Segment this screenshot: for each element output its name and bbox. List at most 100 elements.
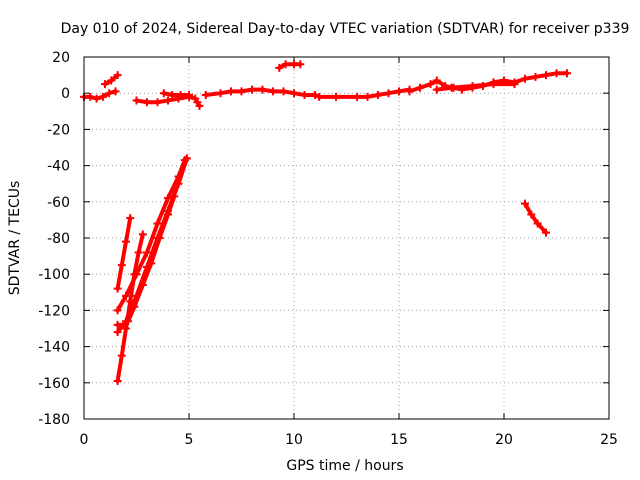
data-point (113, 328, 122, 337)
x-tick-label: 20 (495, 432, 513, 448)
data-point (468, 81, 477, 90)
data-point (143, 248, 151, 257)
data-point (143, 262, 151, 271)
data-point (195, 101, 204, 110)
data-point (227, 87, 235, 96)
y-tick-label: -140 (38, 340, 70, 356)
y-tick-label: -160 (38, 376, 70, 392)
data-point (447, 83, 456, 92)
data-point (405, 87, 414, 96)
x-tick-label: 25 (600, 432, 618, 448)
data-point (122, 291, 130, 300)
data-point (185, 91, 193, 100)
y-axis-ticks: -180 -160 -140 -120 -100 -80 -60 -40 -20 0 20 (38, 50, 609, 428)
data-point (258, 85, 267, 94)
data-point (113, 71, 122, 80)
data-point (132, 96, 141, 105)
data-point (126, 214, 135, 223)
data-series (80, 60, 571, 385)
data-point (237, 87, 246, 96)
series-arc-rise (101, 71, 122, 89)
y-axis-label: SDTVAR / TECUs (7, 181, 23, 296)
y-tick-label: -120 (38, 303, 70, 319)
data-point (275, 63, 284, 72)
series-trace (161, 91, 191, 98)
data-point (533, 219, 542, 228)
data-point (182, 154, 191, 163)
data-point (416, 83, 424, 92)
x-axis-label: GPS time / hours (286, 458, 403, 474)
data-point (105, 89, 114, 98)
data-point (269, 87, 277, 96)
x-axis-ticks: 0 5 10 15 20 25 (80, 57, 618, 448)
data-point (107, 76, 116, 85)
data-point (86, 92, 95, 101)
data-point (521, 199, 529, 208)
data-point (300, 91, 309, 100)
data-point (164, 206, 172, 215)
series-arc-dip (193, 98, 204, 110)
data-point (201, 91, 210, 100)
y-tick-label: -20 (47, 122, 70, 138)
data-point (552, 69, 561, 78)
data-point (122, 237, 130, 246)
data-point (98, 92, 107, 101)
series-arc-start (80, 87, 120, 103)
data-point (395, 87, 403, 96)
data-point (168, 91, 177, 100)
data-point (332, 92, 340, 101)
series-arc-late (521, 199, 550, 237)
series-arc-high (275, 60, 305, 72)
data-point (153, 98, 162, 107)
data-point (92, 94, 101, 103)
data-point (311, 91, 319, 100)
series-arc-bump (159, 89, 193, 100)
data-point (153, 234, 162, 242)
y-tick-label: -40 (47, 159, 70, 175)
data-point (164, 96, 172, 105)
data-point (132, 291, 141, 300)
data-point (432, 85, 441, 94)
data-point (122, 317, 130, 326)
data-point (132, 270, 141, 279)
data-point (432, 76, 441, 85)
data-point (542, 228, 550, 237)
series-trace (523, 201, 548, 235)
plot-frame (83, 56, 610, 420)
series-trace (115, 158, 187, 313)
x-tick-label: 5 (185, 432, 194, 448)
data-point (117, 261, 126, 270)
data-point (176, 91, 185, 100)
data-point (510, 80, 519, 89)
data-point (281, 60, 290, 69)
data-point (563, 69, 571, 78)
data-point (117, 351, 126, 360)
series-arc-afternoon (405, 69, 571, 96)
data-point (159, 89, 168, 98)
series-arc-drop-5 (113, 154, 191, 337)
data-point (248, 85, 256, 94)
y-tick-label: 20 (52, 50, 70, 66)
data-point (296, 60, 305, 69)
y-tick-label: -80 (47, 231, 70, 247)
data-point (374, 91, 382, 100)
y-tick-label: 0 (61, 86, 70, 102)
x-tick-label: 10 (285, 432, 303, 448)
data-point (153, 219, 162, 228)
x-tick-label: 0 (80, 432, 89, 448)
series-arc-afternoon-2 (432, 80, 519, 94)
data-point (113, 306, 122, 315)
data-point (521, 74, 529, 83)
series-trace (115, 216, 133, 291)
data-point (315, 92, 324, 101)
data-point (363, 92, 372, 101)
data-point (489, 80, 498, 89)
data-point (138, 230, 147, 239)
data-point (353, 92, 361, 101)
data-point (290, 89, 298, 98)
data-point (164, 194, 172, 203)
series-arc-midday (315, 85, 414, 101)
series-arc-drop-1 (113, 214, 135, 293)
x-tick-label: 15 (390, 432, 408, 448)
